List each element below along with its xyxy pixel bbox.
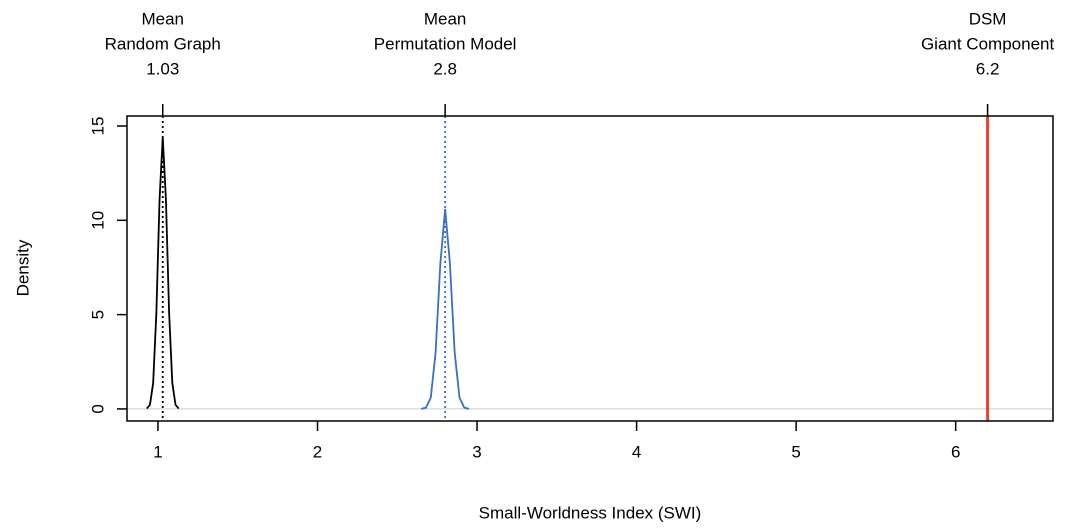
reference-value: 1.03 xyxy=(146,59,179,78)
y-axis-label: Density xyxy=(13,239,32,296)
y-tick-label: 10 xyxy=(88,211,107,230)
x-tick-label: 5 xyxy=(791,442,800,461)
density-curve xyxy=(420,208,470,410)
x-tick-label: 1 xyxy=(153,442,162,461)
x-tick-label: 6 xyxy=(951,442,960,461)
x-tick-label: 3 xyxy=(472,442,481,461)
y-tick-label: 5 xyxy=(88,310,107,319)
y-tick-label: 15 xyxy=(88,117,107,136)
y-tick-label: 0 xyxy=(88,404,107,413)
reference-label: Random Graph xyxy=(105,34,221,53)
plot-frame xyxy=(126,115,1054,422)
reference-label: Mean xyxy=(424,9,467,28)
reference-label: Permutation Model xyxy=(374,34,517,53)
reference-label: DSM xyxy=(969,9,1007,28)
x-axis-label: Small-Worldness Index (SWI) xyxy=(479,503,702,522)
reference-value: 2.8 xyxy=(433,59,457,78)
x-tick-label: 4 xyxy=(632,442,641,461)
reference-label: Giant Component xyxy=(921,34,1055,53)
reference-value: 6.2 xyxy=(976,59,1000,78)
x-tick-label: 2 xyxy=(313,442,322,461)
reference-label: Mean xyxy=(141,9,184,28)
density-curve xyxy=(146,137,180,410)
